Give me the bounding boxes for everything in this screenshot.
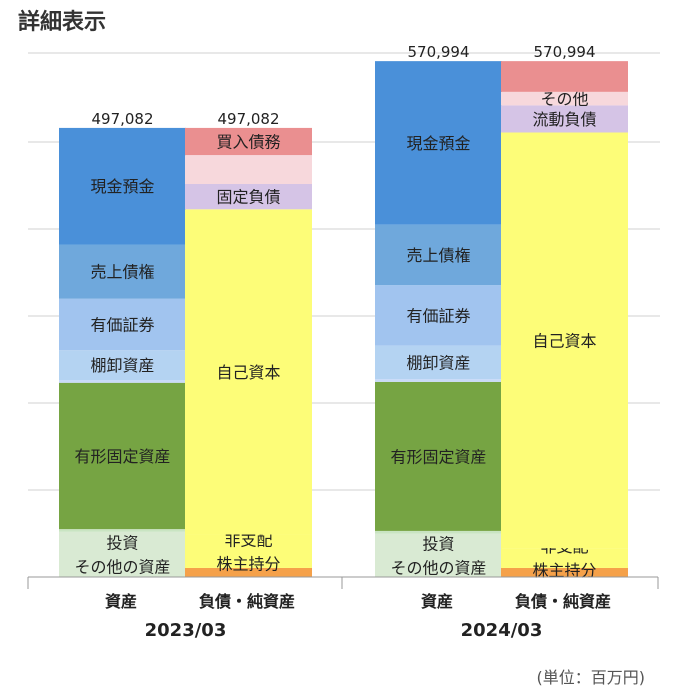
segment-label: 現金預金 [406, 134, 470, 153]
total-label: 570,994 [407, 43, 469, 61]
bar-segment [375, 533, 502, 577]
period-label: 2023/03 [145, 620, 227, 641]
bar-segment [501, 132, 628, 549]
segment-label: 買入債務 [216, 133, 280, 152]
bar-segment [59, 382, 186, 530]
period-label: 2024/03 [461, 620, 543, 641]
segment-label: 売上債権 [406, 246, 470, 265]
segment-label: その他 [540, 90, 588, 109]
segment-label: 投資 [422, 534, 454, 553]
bar-segment [375, 285, 502, 346]
bar-category-label: 負債・純資産 [515, 592, 611, 611]
bar-segment [501, 91, 628, 106]
segment-label: 有価証券 [406, 306, 470, 325]
bar-category-label: 資産 [105, 592, 137, 611]
total-label: 497,082 [217, 110, 279, 128]
bar-segment [59, 244, 186, 299]
bar-segment [375, 345, 502, 380]
bar-segment [59, 380, 186, 383]
unit-label: (単位：百万円) [536, 668, 646, 687]
segment-label: 有形固定資産 [390, 447, 486, 466]
segment-label: 固定負債 [216, 188, 280, 207]
bar-category-label: 資産 [421, 592, 453, 611]
segment-label: 非支配 [224, 530, 272, 549]
segment-label: 株主持分 [532, 561, 596, 580]
segment-label: 売上債権 [90, 263, 154, 282]
bar-segment [59, 531, 186, 577]
bar-segment [185, 567, 312, 577]
page-title: 詳細表示 [18, 10, 107, 35]
bar-segment [375, 224, 502, 286]
segment-label: 株主持分 [216, 554, 280, 573]
segment-label: 投資 [106, 533, 138, 552]
bar-segment [59, 298, 186, 351]
bar-segment [185, 184, 312, 210]
bar-segment [59, 529, 186, 532]
segment-label: 棚卸資産 [406, 353, 470, 372]
segment-label: その他の資産 [390, 558, 486, 577]
bar-segment [501, 105, 628, 133]
segment-label: 現金預金 [90, 177, 154, 196]
bar-segment [375, 530, 502, 534]
bar-segment [59, 350, 186, 381]
segment-label: 自己資本 [216, 363, 280, 382]
segment-label: 有価証券 [90, 315, 154, 334]
bar-segment [501, 567, 628, 577]
bar-segment [185, 155, 312, 184]
bar-segment [185, 209, 312, 535]
bar-segment [375, 381, 502, 531]
bar-segment [501, 61, 628, 92]
segment-label: 有形固定資産 [74, 447, 170, 466]
bar-segment [59, 127, 186, 245]
bar-segment [185, 127, 312, 156]
total-label: 497,082 [91, 110, 153, 128]
bar-category-label: 負債・純資産 [199, 592, 295, 611]
segment-label: 棚卸資産 [90, 356, 154, 375]
bar-segment [375, 61, 502, 225]
segment-label: 自己資本 [532, 331, 596, 350]
bar-segment [375, 379, 502, 382]
segment-label: 流動負債 [532, 110, 596, 129]
bar-segment [501, 548, 628, 568]
bar-segment [185, 534, 312, 568]
total-label: 570,994 [533, 43, 595, 61]
segment-label: その他の資産 [74, 557, 170, 576]
